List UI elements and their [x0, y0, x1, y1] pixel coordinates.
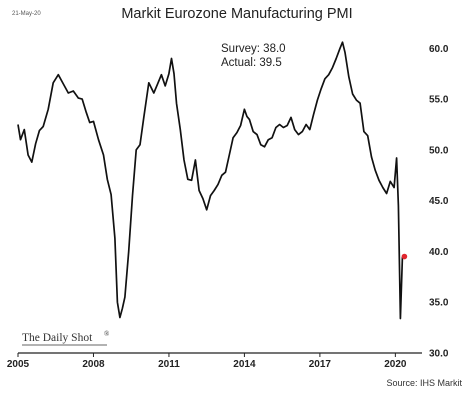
y-tick-label: 60.0: [429, 44, 449, 55]
y-axis-ticks: 30.0 35.0 40.0 45.0 50.0 55.0 60.0: [429, 44, 449, 360]
x-tick-label: 2008: [82, 359, 105, 370]
y-tick-label: 35.0: [429, 298, 449, 309]
x-tick-label: 2005: [7, 359, 30, 370]
actual-annotation: Actual: 39.5: [221, 57, 282, 69]
series-line: [17, 41, 405, 320]
y-tick-label: 45.0: [429, 196, 449, 207]
y-tick-label: 55.0: [429, 95, 449, 106]
registered-mark: ®: [104, 330, 110, 338]
x-tick-label: 2017: [309, 359, 332, 370]
x-tick-label: 2011: [158, 359, 180, 370]
x-tick-label: 2014: [233, 359, 256, 370]
series-group: [17, 41, 408, 320]
x-tick-label: 2020: [384, 359, 407, 370]
chart-title: Markit Eurozone Manufacturing PMI: [121, 6, 352, 22]
x-axis-ticks: 2005 2008 2011 2014 2017 2020: [7, 353, 407, 370]
release-date: 21-May-20: [12, 11, 41, 17]
source-note: Source: IHS Markit: [386, 378, 462, 388]
y-tick-label: 40.0: [429, 247, 449, 258]
y-tick-label: 50.0: [429, 145, 449, 156]
actual-value-marker: [401, 253, 408, 260]
y-tick-label: 30.0: [429, 349, 449, 360]
survey-annotation: Survey: 38.0: [221, 43, 286, 55]
brand-logo: The Daily Shot: [22, 332, 93, 344]
